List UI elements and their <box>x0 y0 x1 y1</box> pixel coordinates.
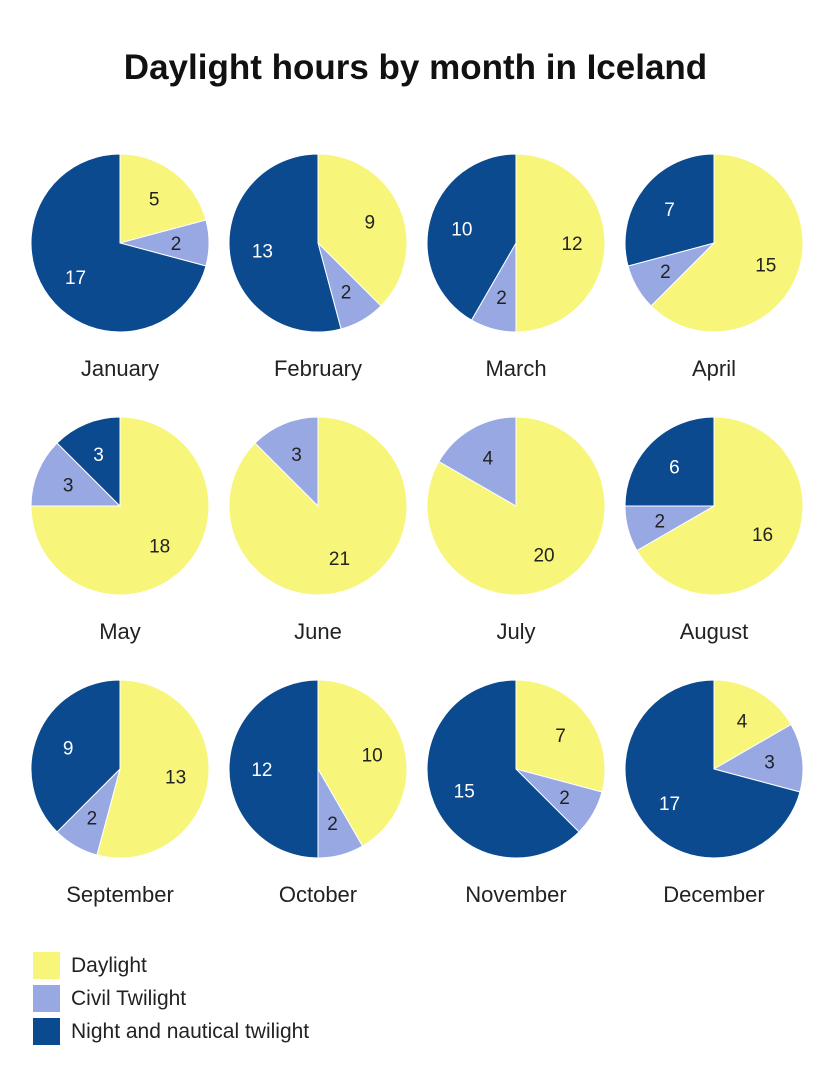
slice-value-label: 3 <box>764 753 775 774</box>
legend-swatch <box>33 952 60 979</box>
pie-slice-civil-twilight <box>438 416 517 507</box>
month-label: November <box>465 882 566 907</box>
pie-slice-civil-twilight <box>254 416 319 508</box>
slice-value-label: 12 <box>251 760 272 781</box>
slice-value-label: 2 <box>327 814 338 835</box>
legend-label: Civil Twilight <box>71 986 187 1010</box>
slice-value-label: 2 <box>341 283 352 304</box>
month-label: March <box>485 356 546 381</box>
pie-slice-daylight <box>650 153 804 333</box>
month-label: July <box>496 619 535 644</box>
slice-value-label: 20 <box>533 546 554 567</box>
pie-november: 7 2 15 November <box>426 679 606 907</box>
slice-value-label: 5 <box>149 190 160 211</box>
legend-item-daylight: Daylight <box>33 949 309 982</box>
slice-value-label: 10 <box>451 219 472 240</box>
pie-slice-daylight <box>713 679 792 770</box>
pie-december: 43 17 December <box>624 679 804 907</box>
pie-slice-night <box>426 679 580 859</box>
pie-march: 12 2 10 March <box>426 153 606 381</box>
pie-may: 18 33 May <box>30 416 210 644</box>
slice-value-label: 15 <box>755 255 776 276</box>
pie-slice-night <box>228 153 342 333</box>
slice-value-label: 10 <box>362 745 383 766</box>
slice-value-label: 4 <box>737 711 748 732</box>
legend: Daylight Civil Twilight Night and nautic… <box>33 949 309 1048</box>
pie-slice-night <box>624 153 715 267</box>
pie-april: 15 2 7 April <box>624 153 804 381</box>
pie-slice-civil-twilight <box>712 723 804 793</box>
slice-value-label: 15 <box>454 781 475 802</box>
slice-value-label: 9 <box>63 739 74 760</box>
legend-label: Night and nautical twilight <box>71 1019 310 1043</box>
legend-label: Daylight <box>71 953 147 977</box>
pie-june: 21 3 June <box>228 416 408 644</box>
slice-value-label: 2 <box>660 262 671 283</box>
slice-value-label: 7 <box>555 726 566 747</box>
slice-value-label: 12 <box>561 234 582 255</box>
pie-slice-daylight <box>317 153 408 307</box>
slice-value-label: 2 <box>496 288 507 309</box>
slice-value-label: 3 <box>93 445 104 466</box>
pie-slice-daylight <box>636 416 804 596</box>
slice-value-label: 7 <box>664 200 675 221</box>
slice-value-label: 13 <box>252 241 273 262</box>
pie-slice-night <box>228 679 319 859</box>
chart-title: Daylight hours by month in Iceland <box>123 48 708 87</box>
slice-value-label: 2 <box>87 809 98 830</box>
slice-value-label: 17 <box>65 268 86 289</box>
slice-value-label: 3 <box>63 476 74 497</box>
slice-value-label: 21 <box>329 549 350 570</box>
pie-slice-night <box>30 153 207 333</box>
legend-item-civil-twilight: Civil Twilight <box>33 982 309 1015</box>
slice-value-label: 13 <box>165 767 186 788</box>
month-label: January <box>81 356 159 381</box>
month-label: December <box>663 882 764 907</box>
legend-item-night: Night and nautical twilight <box>33 1015 309 1048</box>
pie-slice-civil-twilight <box>30 442 122 507</box>
slice-value-label: 2 <box>171 234 182 255</box>
slice-value-label: 2 <box>655 512 666 533</box>
legend-swatch <box>33 985 60 1012</box>
month-label: June <box>294 619 342 644</box>
pie-slice-night <box>30 679 121 833</box>
month-label: May <box>99 619 141 644</box>
slice-value-label: 6 <box>669 457 680 478</box>
pie-slice-night <box>56 416 121 508</box>
pie-september: 13 2 9 September <box>30 679 210 907</box>
month-label: September <box>66 882 174 907</box>
slice-value-label: 3 <box>291 445 302 466</box>
pie-august: 16 2 6 August <box>624 416 804 644</box>
pie-slice-daylight <box>119 153 207 244</box>
month-label: April <box>692 356 736 381</box>
legend-swatch <box>33 1018 60 1045</box>
slice-value-label: 9 <box>365 213 376 234</box>
pie-slice-daylight <box>317 679 408 847</box>
slice-value-label: 17 <box>659 794 680 815</box>
pie-slice-daylight <box>96 679 210 859</box>
pie-slice-night <box>624 416 715 507</box>
pie-january: 5 2 17 January <box>30 153 210 381</box>
month-label: August <box>680 619 749 644</box>
pie-july: 20 4 July <box>426 416 606 644</box>
slice-value-label: 4 <box>483 448 494 469</box>
slice-value-label: 16 <box>752 525 773 546</box>
pie-february: 9 2 13 February <box>228 153 408 381</box>
slice-value-label: 18 <box>149 537 170 558</box>
month-label: February <box>274 356 362 381</box>
pie-grid: 5217January9213February12210March1527Apr… <box>30 153 804 907</box>
pie-slice-night <box>426 153 517 321</box>
pie-october: 10 2 12 October <box>228 679 408 907</box>
pie-slice-daylight <box>515 679 606 793</box>
pie-slice-daylight <box>515 153 606 333</box>
slice-value-label: 2 <box>559 788 570 809</box>
pie-slice-night <box>624 679 801 859</box>
month-label: October <box>279 882 357 907</box>
